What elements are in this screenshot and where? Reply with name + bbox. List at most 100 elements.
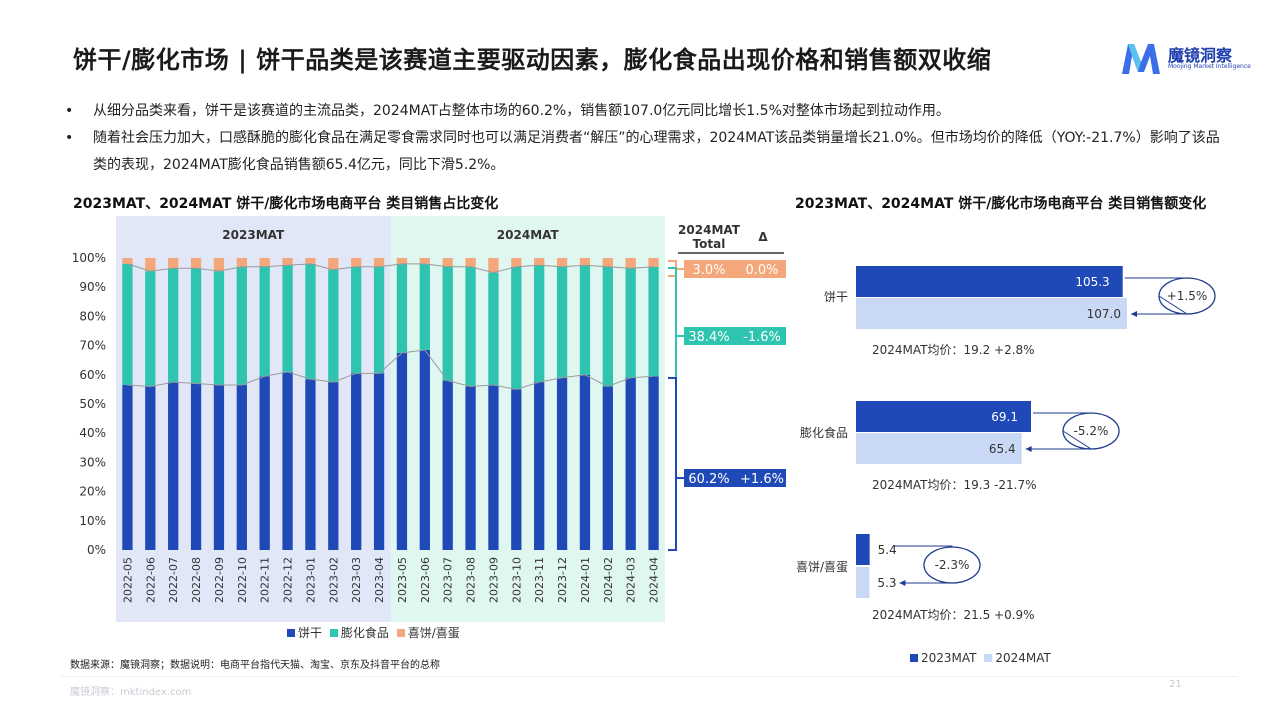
x-tick-label: 2023-11 xyxy=(533,557,546,603)
bar-segment-puffed xyxy=(488,272,499,386)
growth-arrowhead xyxy=(899,580,906,586)
bar-segment-biscuit xyxy=(328,382,339,550)
bar-2024mat xyxy=(856,433,1022,464)
y-tick-label: 10% xyxy=(79,514,106,528)
page-title: 饼干/膨化市场 | 饼干品类是该赛道主要驱动因素，膨化食品出现价格和销售额双收缩 xyxy=(73,46,992,74)
bar-segment-biscuit xyxy=(488,385,499,550)
value-label-2024: 107.0 xyxy=(1087,307,1121,321)
logo-subtitle: Moojing Market Intelligence xyxy=(1168,63,1251,70)
x-tick-label: 2022-12 xyxy=(282,557,295,603)
bar-segment-biscuit xyxy=(602,386,613,550)
summary-bracket-biscuit xyxy=(668,377,677,551)
growth-arrowhead xyxy=(1131,311,1137,317)
value-label-2023: 105.3 xyxy=(1075,275,1109,289)
bar-segment-biscuit xyxy=(305,379,316,550)
bar-segment-puffed xyxy=(419,263,430,350)
bar-segment-cake xyxy=(442,258,453,267)
category-label: 饼干 xyxy=(824,290,848,304)
bar-segment-puffed xyxy=(579,265,591,375)
left-chart-legend: 饼干 膨化食品 喜饼/喜蛋 xyxy=(287,624,460,641)
bar-segment-cake xyxy=(305,258,316,264)
bullet-item: 从细分品类来看，饼干是该赛道的主流品类，2024MAT占整体市场的60.2%，销… xyxy=(60,98,1230,125)
bar-segment-puffed xyxy=(534,265,545,383)
summary-delta-puffed: -1.6% xyxy=(743,330,781,345)
bar-segment-biscuit xyxy=(213,385,225,550)
avg-price-note: 2024MAT均价：19.3 -21.7% xyxy=(872,478,1037,492)
bar-segment-puffed xyxy=(168,268,179,383)
share-stacked-bar-chart: 2023MAT 2024MAT 0% 10% 20% 30% 40% 50% 60% 70% 80%… xyxy=(72,216,786,622)
y-tick-label: 70% xyxy=(79,339,106,353)
bar-2024mat xyxy=(856,298,1127,329)
summary-tag-puffed xyxy=(684,327,786,345)
summary-tag-biscuit xyxy=(684,469,786,487)
bar-segment-puffed xyxy=(396,263,408,353)
bar-segment-cake xyxy=(602,258,613,267)
summary-bracket-puffed xyxy=(668,267,677,379)
x-tick-label: 2022-11 xyxy=(259,557,272,603)
bar-segment-puffed xyxy=(442,266,453,381)
summary-delta-biscuit: +1.6% xyxy=(740,472,784,487)
bullet-item: 随着社会压力加大，口感酥脆的膨化食品在满足零食需求同时也可以满足消费者“解压”的… xyxy=(60,125,1230,179)
value-label-2023: 5.4 xyxy=(878,543,897,557)
x-tick-label: 2024-02 xyxy=(602,557,615,603)
bar-segment-cake xyxy=(511,258,522,267)
category-label: 喜饼/喜蛋 xyxy=(796,560,848,574)
bar-segment-puffed xyxy=(511,266,522,390)
bar-segment-cake xyxy=(190,258,202,269)
bar-2023mat xyxy=(856,401,1032,432)
bar-segment-biscuit xyxy=(511,389,522,550)
left-chart-title: 2023MAT、2024MAT 饼干/膨化市场电商平台 类目销售占比变化 xyxy=(73,196,499,212)
bar-segment-puffed xyxy=(259,266,270,377)
summary-header-total: 2024MAT xyxy=(678,223,741,237)
bar-segment-biscuit xyxy=(442,380,453,550)
bar-segment-biscuit xyxy=(625,377,636,550)
bar-segment-cake xyxy=(396,258,408,264)
bar-segment-puffed xyxy=(351,266,362,374)
bar-segment-cake xyxy=(168,258,179,269)
bar-segment-biscuit xyxy=(396,352,408,550)
bar-segment-cake xyxy=(419,258,430,264)
legend-item-cake: 喜饼/喜蛋 xyxy=(393,626,460,640)
bar-segment-puffed xyxy=(648,266,659,377)
bar-segment-biscuit xyxy=(190,383,202,550)
bar-segment-biscuit xyxy=(556,377,568,550)
x-tick-label: 2023-09 xyxy=(487,557,500,603)
bar-segment-cake xyxy=(556,258,568,267)
growth-label: -2.3% xyxy=(935,558,970,572)
x-tick-label: 2023-10 xyxy=(510,557,523,603)
bar-segment-biscuit xyxy=(648,376,659,550)
summary-bullets: 从细分品类来看，饼干是该赛道的主流品类，2024MAT占整体市场的60.2%，销… xyxy=(60,98,1230,179)
x-tick-label: 2022-05 xyxy=(121,557,134,603)
bar-segment-cake xyxy=(122,258,133,264)
bar-segment-biscuit xyxy=(282,371,293,550)
x-tick-label: 2024-04 xyxy=(648,557,661,603)
period-2024-background xyxy=(390,216,665,622)
x-tick-label: 2023-03 xyxy=(350,557,363,603)
bar-segment-cake xyxy=(282,258,293,266)
x-tick-label: 2023-01 xyxy=(304,557,317,603)
bar-segment-biscuit xyxy=(122,385,133,550)
right-chart-legend: 2023MAT 2024MAT xyxy=(910,651,1051,665)
value-label-2024: 5.3 xyxy=(877,576,896,590)
y-tick-label: 50% xyxy=(79,397,106,411)
period-2023-background xyxy=(116,216,391,622)
summary-total-puffed: 38.4% xyxy=(688,330,729,345)
x-tick-label: 2023-02 xyxy=(327,557,340,603)
growth-arrow-out xyxy=(1025,430,1093,450)
bar-segment-biscuit xyxy=(145,386,156,550)
bar-segment-cake xyxy=(625,258,636,269)
category-label: 膨化食品 xyxy=(800,425,848,440)
legend-item-2024mat: 2024MAT xyxy=(980,651,1051,665)
bar-segment-puffed xyxy=(282,265,293,372)
period-label-2023: 2023MAT xyxy=(222,228,285,242)
bar-segment-cake xyxy=(534,258,545,266)
bar-segment-cake xyxy=(373,258,385,267)
bar-segment-puffed xyxy=(236,266,247,386)
x-tick-label: 2022-06 xyxy=(144,557,157,603)
bar-segment-puffed xyxy=(190,268,202,384)
footer-website: 魔镜洞察：mktindex.com xyxy=(70,687,192,698)
bar-segment-cake xyxy=(236,258,247,267)
logo-name: 魔镜洞察 xyxy=(1168,46,1233,65)
legend-item-2023mat: 2023MAT xyxy=(910,651,977,665)
logo-m-icon xyxy=(1122,44,1160,74)
